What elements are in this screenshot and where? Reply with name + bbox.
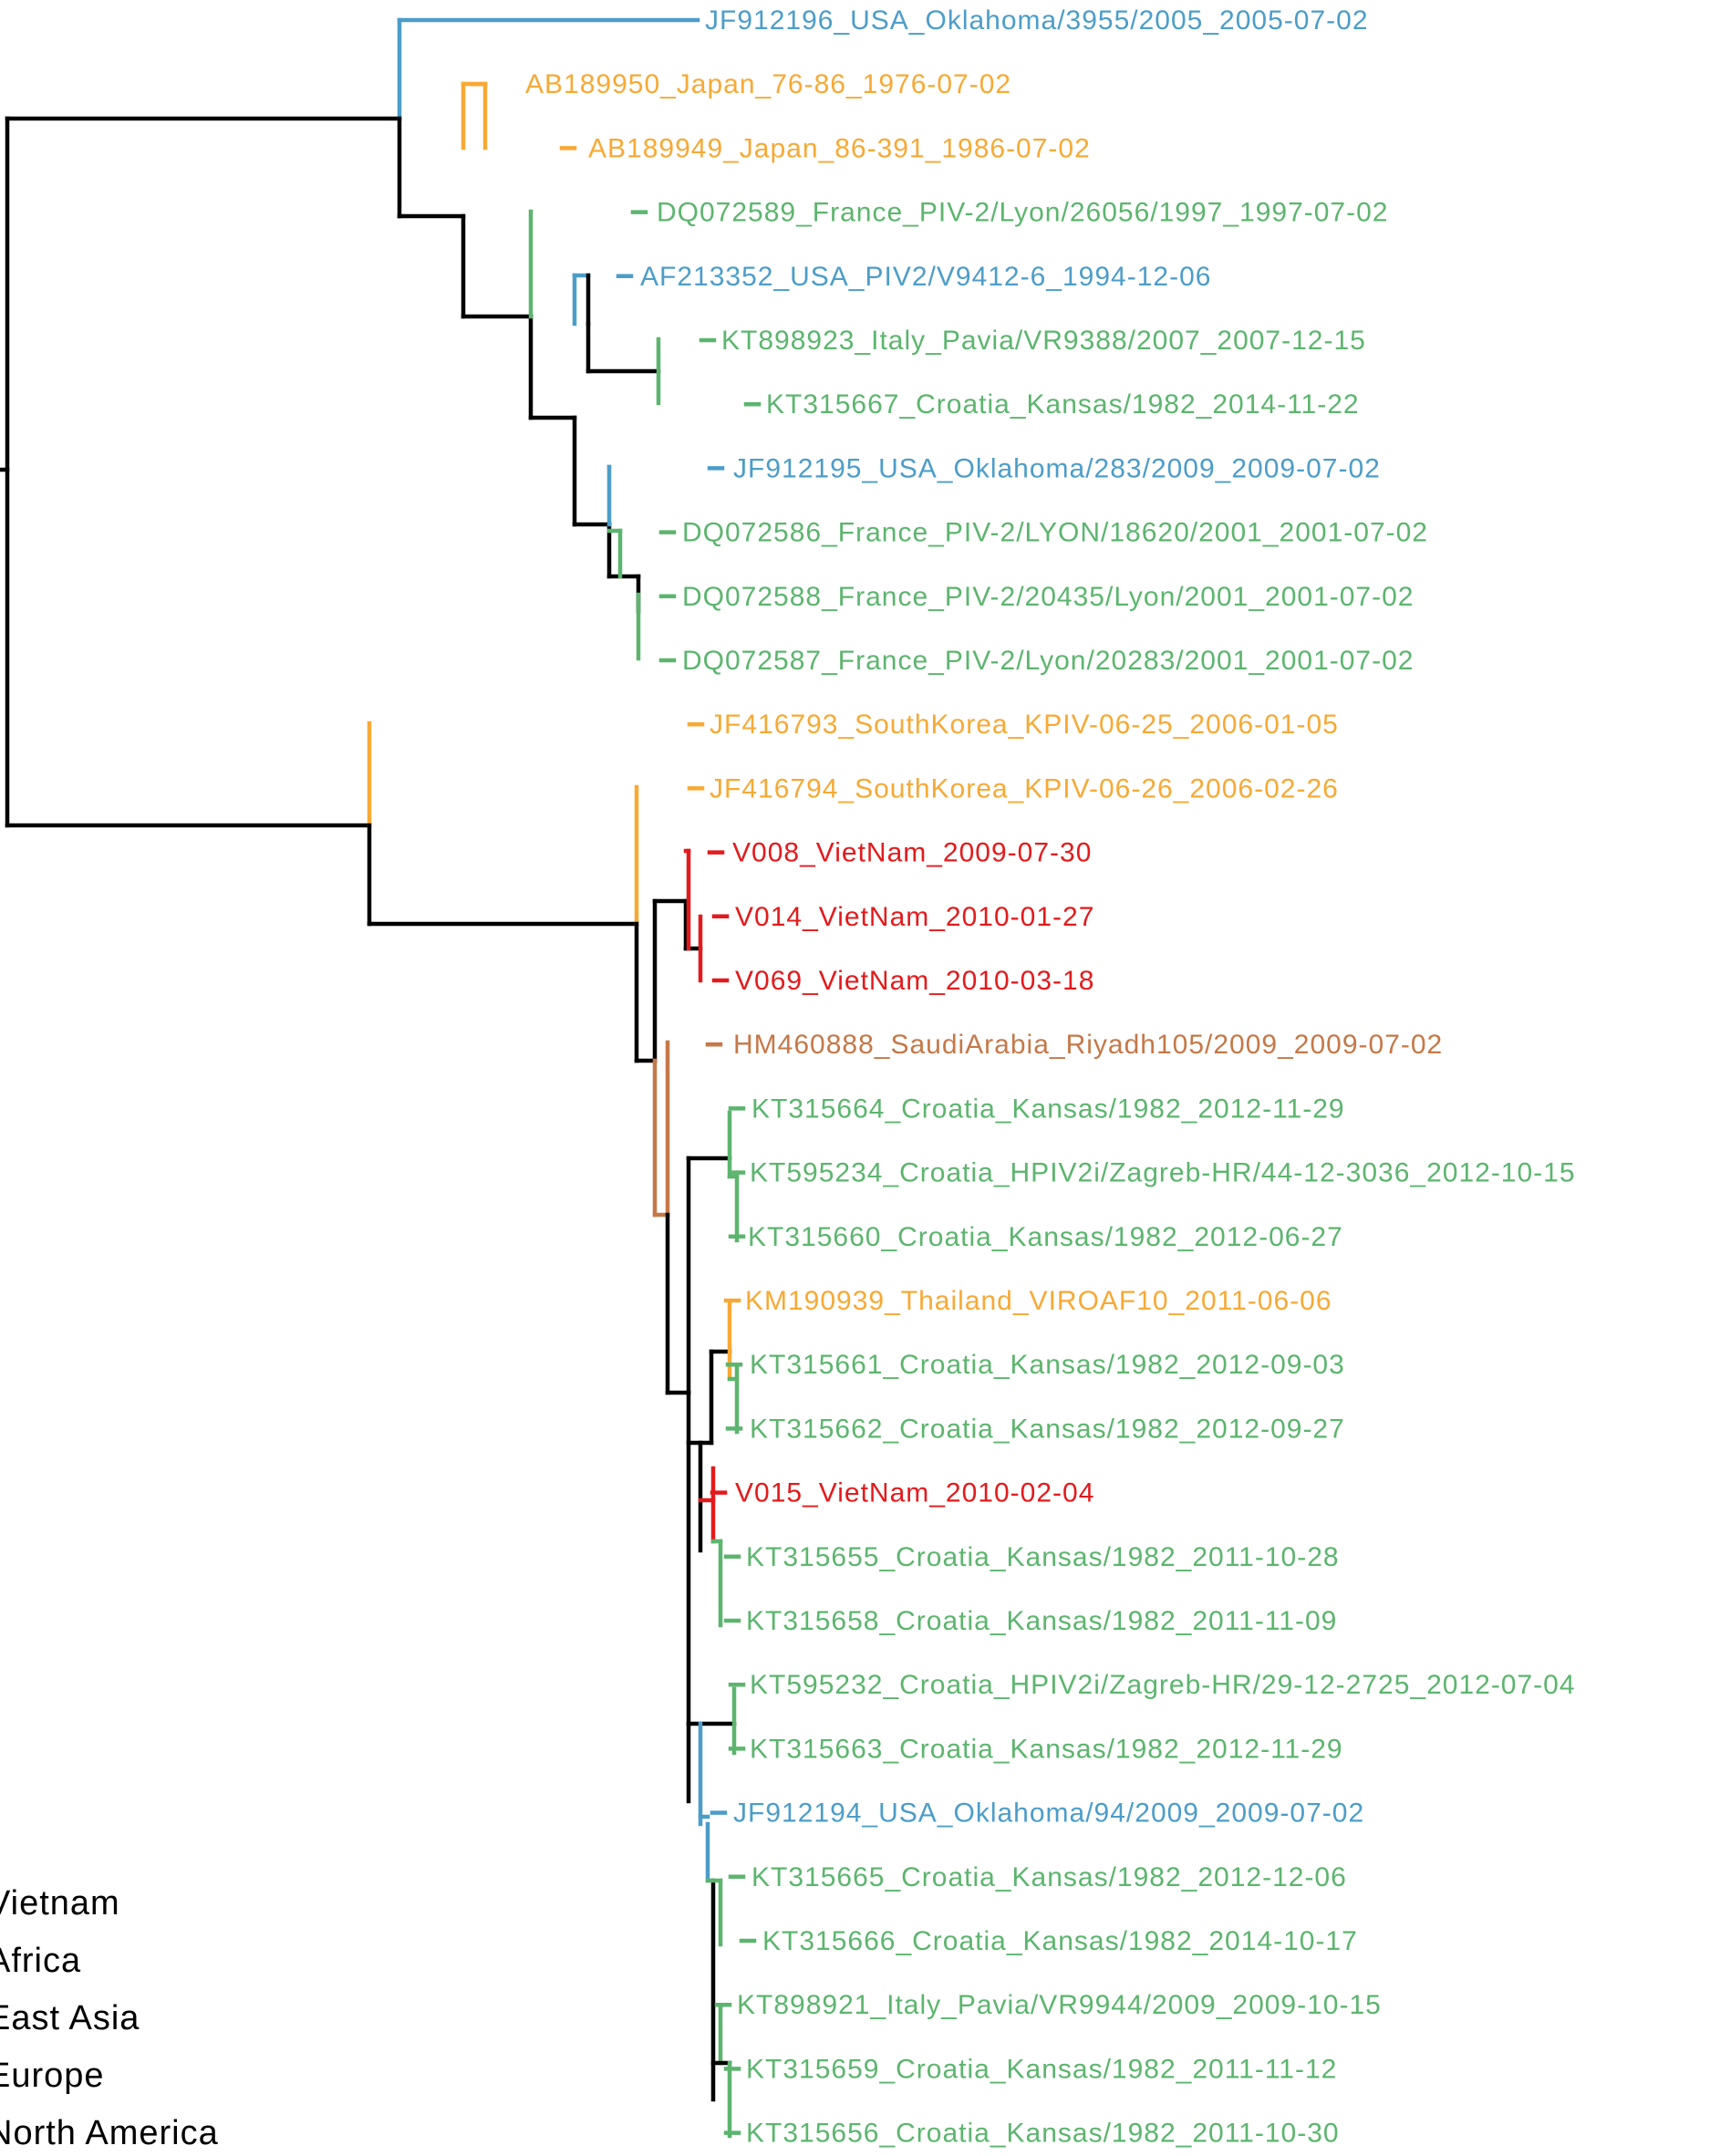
tip-label: KT595234_Croatia_HPIV2i/Zagreb-HR/44-12-… <box>750 1158 1576 1188</box>
tip-label: KT315666_Croatia_Kansas/1982_2014-10-17 <box>762 1926 1358 1956</box>
tip-label: DQ072586_France_PIV-2/LYON/18620/2001_20… <box>682 518 1428 548</box>
tip-label: JF416794_SouthKorea_KPIV-06-26_2006-02-2… <box>710 773 1339 803</box>
tip-label: KT315661_Croatia_Kansas/1982_2012-09-03 <box>750 1350 1345 1380</box>
tip-label: KM190939_Thailand_VIROAF10_2011-06-06 <box>745 1286 1332 1316</box>
tip-label: V008_VietNam_2009-07-30 <box>732 838 1092 868</box>
tip-label: KT315667_Croatia_Kansas/1982_2014-11-22 <box>766 389 1360 420</box>
tip-label: JF416793_SouthKorea_KPIV-06-25_2006-01-0… <box>710 710 1339 740</box>
tip-label: AF213352_USA_PIV2/V9412-6_1994-12-06 <box>640 262 1211 292</box>
tip-labels: JF912196_USA_Oklahoma/3955/2005_2005-07-… <box>525 5 1576 2149</box>
tip-label: KT315656_Croatia_Kansas/1982_2011-10-30 <box>746 2119 1340 2149</box>
tip-label: KT315660_Croatia_Kansas/1982_2012-06-27 <box>748 1222 1343 1252</box>
legend-label: Vietnam <box>0 1884 120 1923</box>
tip-label: KT898923_Italy_Pavia/VR9388/2007_2007-12… <box>721 326 1366 356</box>
tip-label: AB189949_Japan_86-391_1986-07-02 <box>588 133 1091 163</box>
tip-label: KT898921_Italy_Pavia/VR9944/2009_2009-10… <box>737 1990 1382 2020</box>
tip-label: JF912196_USA_Oklahoma/3955/2005_2005-07-… <box>705 5 1369 36</box>
tip-label: KT315659_Croatia_Kansas/1982_2011-11-12 <box>746 2054 1337 2084</box>
tip-label: JF912194_USA_Oklahoma/94/2009_2009-07-02 <box>733 1798 1364 1829</box>
tip-label: KT315662_Croatia_Kansas/1982_2012-09-27 <box>750 1414 1345 1444</box>
legend-label: Europe <box>0 2057 105 2095</box>
legend-label: North America <box>0 2114 219 2152</box>
tip-label: V069_VietNam_2010-03-18 <box>735 966 1094 996</box>
tip-label: AB189950_Japan_76-86_1976-07-02 <box>525 69 1011 99</box>
tip-label: KT315655_Croatia_Kansas/1982_2011-10-28 <box>746 1542 1340 1572</box>
tree-branches <box>0 17 762 2139</box>
tip-label: KT315665_Croatia_Kansas/1982_2012-12-06 <box>751 1862 1347 1892</box>
tip-label: DQ072587_France_PIV-2/Lyon/20283/2001_20… <box>682 646 1414 676</box>
tip-label: KT315663_Croatia_Kansas/1982_2012-11-29 <box>750 1734 1343 1764</box>
tip-label: DQ072589_France_PIV-2/Lyon/26056/1997_19… <box>657 198 1388 228</box>
tip-label: KT315658_Croatia_Kansas/1982_2011-11-09 <box>746 1606 1337 1636</box>
tip-label: KT595232_Croatia_HPIV2i/Zagreb-HR/29-12-… <box>750 1670 1576 1700</box>
tip-label: KT315664_Croatia_Kansas/1982_2012-11-29 <box>751 1094 1345 1124</box>
legend: Vietnam Africa East Asia Europe North Americ… <box>0 1884 219 2152</box>
tip-label: HM460888_SaudiArabia_Riyadh105/2009_2009… <box>733 1030 1443 1060</box>
tip-label: V015_VietNam_2010-02-04 <box>735 1478 1094 1508</box>
legend-label: East Asia <box>0 1999 140 2037</box>
tip-label: JF912195_USA_Oklahoma/283/2009_2009-07-0… <box>733 453 1381 483</box>
tip-label: DQ072588_France_PIV-2/20435/Lyon/2001_20… <box>682 582 1414 612</box>
tip-label: V014_VietNam_2010-01-27 <box>735 902 1094 932</box>
legend-label: Africa <box>0 1942 81 1980</box>
